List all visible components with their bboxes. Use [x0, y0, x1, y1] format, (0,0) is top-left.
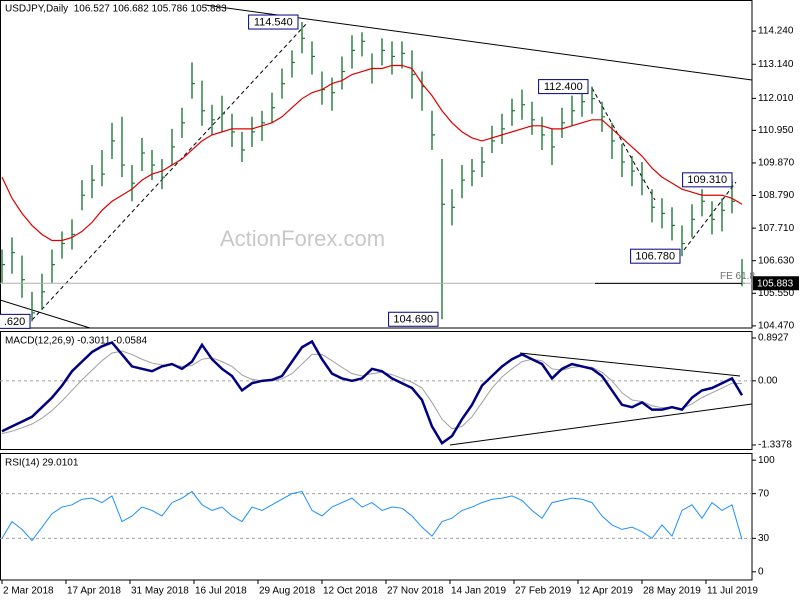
annotation-label: 104.690 [393, 314, 433, 326]
x-tick-label: 2 Mar 2018 [3, 586, 54, 597]
x-tick-label: 12 Oct 2018 [323, 586, 378, 597]
y-tick-label: 70 [758, 488, 770, 499]
y-tick-label: 104.470 [758, 321, 795, 332]
macd-trendline [449, 403, 753, 446]
annotation-label: .620 [4, 316, 25, 328]
x-tick-label: 11 Jul 2019 [707, 586, 758, 597]
trendlines [0, 4, 753, 446]
x-tick-label: 16 Jul 2018 [195, 586, 247, 597]
rsi-panel-frame [0, 453, 753, 581]
watermark: ActionForex.com [220, 226, 385, 251]
y-tick-label: 30 [758, 533, 770, 544]
x-tick-label: 12 Apr 2019 [579, 586, 633, 597]
y-tick-label: 105.550 [758, 288, 795, 299]
trendline [31, 21, 309, 321]
annotation-label: 114.540 [254, 16, 293, 28]
annotation-box [630, 248, 681, 264]
chart-title: USDJPY,Daily 106.527 106.682 105.786 105… [5, 4, 227, 15]
y-tick-label: 0 [758, 566, 764, 577]
x-tick-label: 29 Aug 2018 [259, 586, 316, 597]
y-tick-label: 106.630 [758, 255, 795, 266]
x-tick-label: 31 May 2018 [131, 586, 189, 597]
last-price-label: 105.883 [757, 278, 794, 289]
y-tick-label: 112.010 [758, 93, 794, 104]
y-tick-label: 113.140 [758, 59, 794, 70]
x-tick-label: 27 Feb 2019 [515, 586, 572, 597]
indicator-line [1, 350, 743, 435]
trendline [0, 299, 91, 329]
annotation-label: 106.780 [635, 251, 675, 263]
y-tick-label: 114.240 [758, 26, 794, 37]
annotation-box [682, 172, 733, 188]
y-tick-label: -1.3378 [758, 440, 792, 451]
annotation-box [388, 311, 439, 327]
y-tick-label: 0.00 [758, 375, 778, 386]
rsi-title: RSI(14) 29.0101 [5, 458, 79, 469]
annotation-label: 112.400 [544, 81, 583, 93]
x-tick-label: 28 May 2019 [643, 586, 701, 597]
annotation-box [538, 79, 589, 95]
macd-trendline [519, 352, 741, 377]
y-tick-label: 107.710 [758, 223, 795, 234]
trendline [683, 181, 737, 251]
moving-average [1, 64, 743, 242]
annotation-box [248, 14, 299, 30]
y-tick-label: 0.8927 [758, 333, 789, 344]
y-tick-label: 110.950 [758, 125, 794, 136]
indicator-line [1, 339, 744, 445]
macd-title: MACD(12,26,9) -0.3011 -0.0584 [5, 336, 148, 347]
indicator-line [1, 490, 743, 542]
x-tick-label: 27 Nov 2018 [387, 586, 444, 597]
fe-level-label: FE 61.8 [720, 271, 755, 282]
y-tick-label: 108.790 [758, 190, 795, 201]
x-tick-label: 14 Jan 2019 [451, 586, 506, 597]
price-panel-frame [0, 0, 753, 329]
macd-panel-frame [0, 331, 753, 450]
annotation-label: 109.310 [687, 174, 727, 186]
y-tick-label: 100 [758, 455, 775, 466]
last-price-box [753, 276, 799, 291]
annotation-box [0, 313, 31, 329]
x-tick-label: 17 Apr 2018 [67, 586, 121, 597]
y-tick-label: 109.870 [758, 158, 795, 169]
